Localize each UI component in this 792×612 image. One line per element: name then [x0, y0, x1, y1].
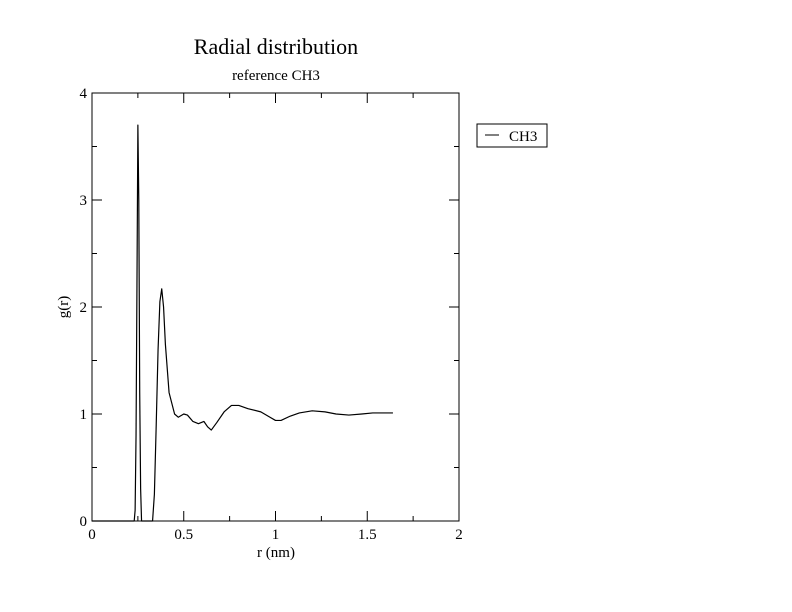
plot-area-frame	[91, 92, 460, 522]
y-axis-label: g(r)	[56, 296, 72, 319]
y-tick-label: 1	[80, 407, 88, 423]
legend-box	[476, 123, 548, 148]
x-axis-label: r (nm)	[257, 545, 295, 561]
x-tick-label: 0.5	[174, 527, 193, 543]
y-tick-label: 0	[80, 514, 88, 530]
y-tick-label: 2	[80, 300, 88, 316]
legend: CH3	[476, 123, 548, 148]
legend-label-ch3: CH3	[509, 129, 537, 145]
x-tick-label: 2	[455, 527, 463, 543]
axis-ticks	[91, 92, 460, 522]
x-tick-label: 0	[88, 527, 96, 543]
x-tick-label: 1.5	[358, 527, 377, 543]
y-tick-label: 4	[80, 86, 88, 102]
series-line-ch3	[92, 124, 393, 522]
y-tick-label: 3	[80, 193, 88, 209]
chart-title: Radial distribution	[194, 34, 358, 59]
series-layer	[92, 124, 393, 522]
chart-subtitle: reference CH3	[232, 68, 320, 84]
x-tick-label: 1	[272, 527, 280, 543]
axis-tick-labels: 0 0.5 1 1.5 2 0 1 2 3 4	[80, 86, 463, 543]
